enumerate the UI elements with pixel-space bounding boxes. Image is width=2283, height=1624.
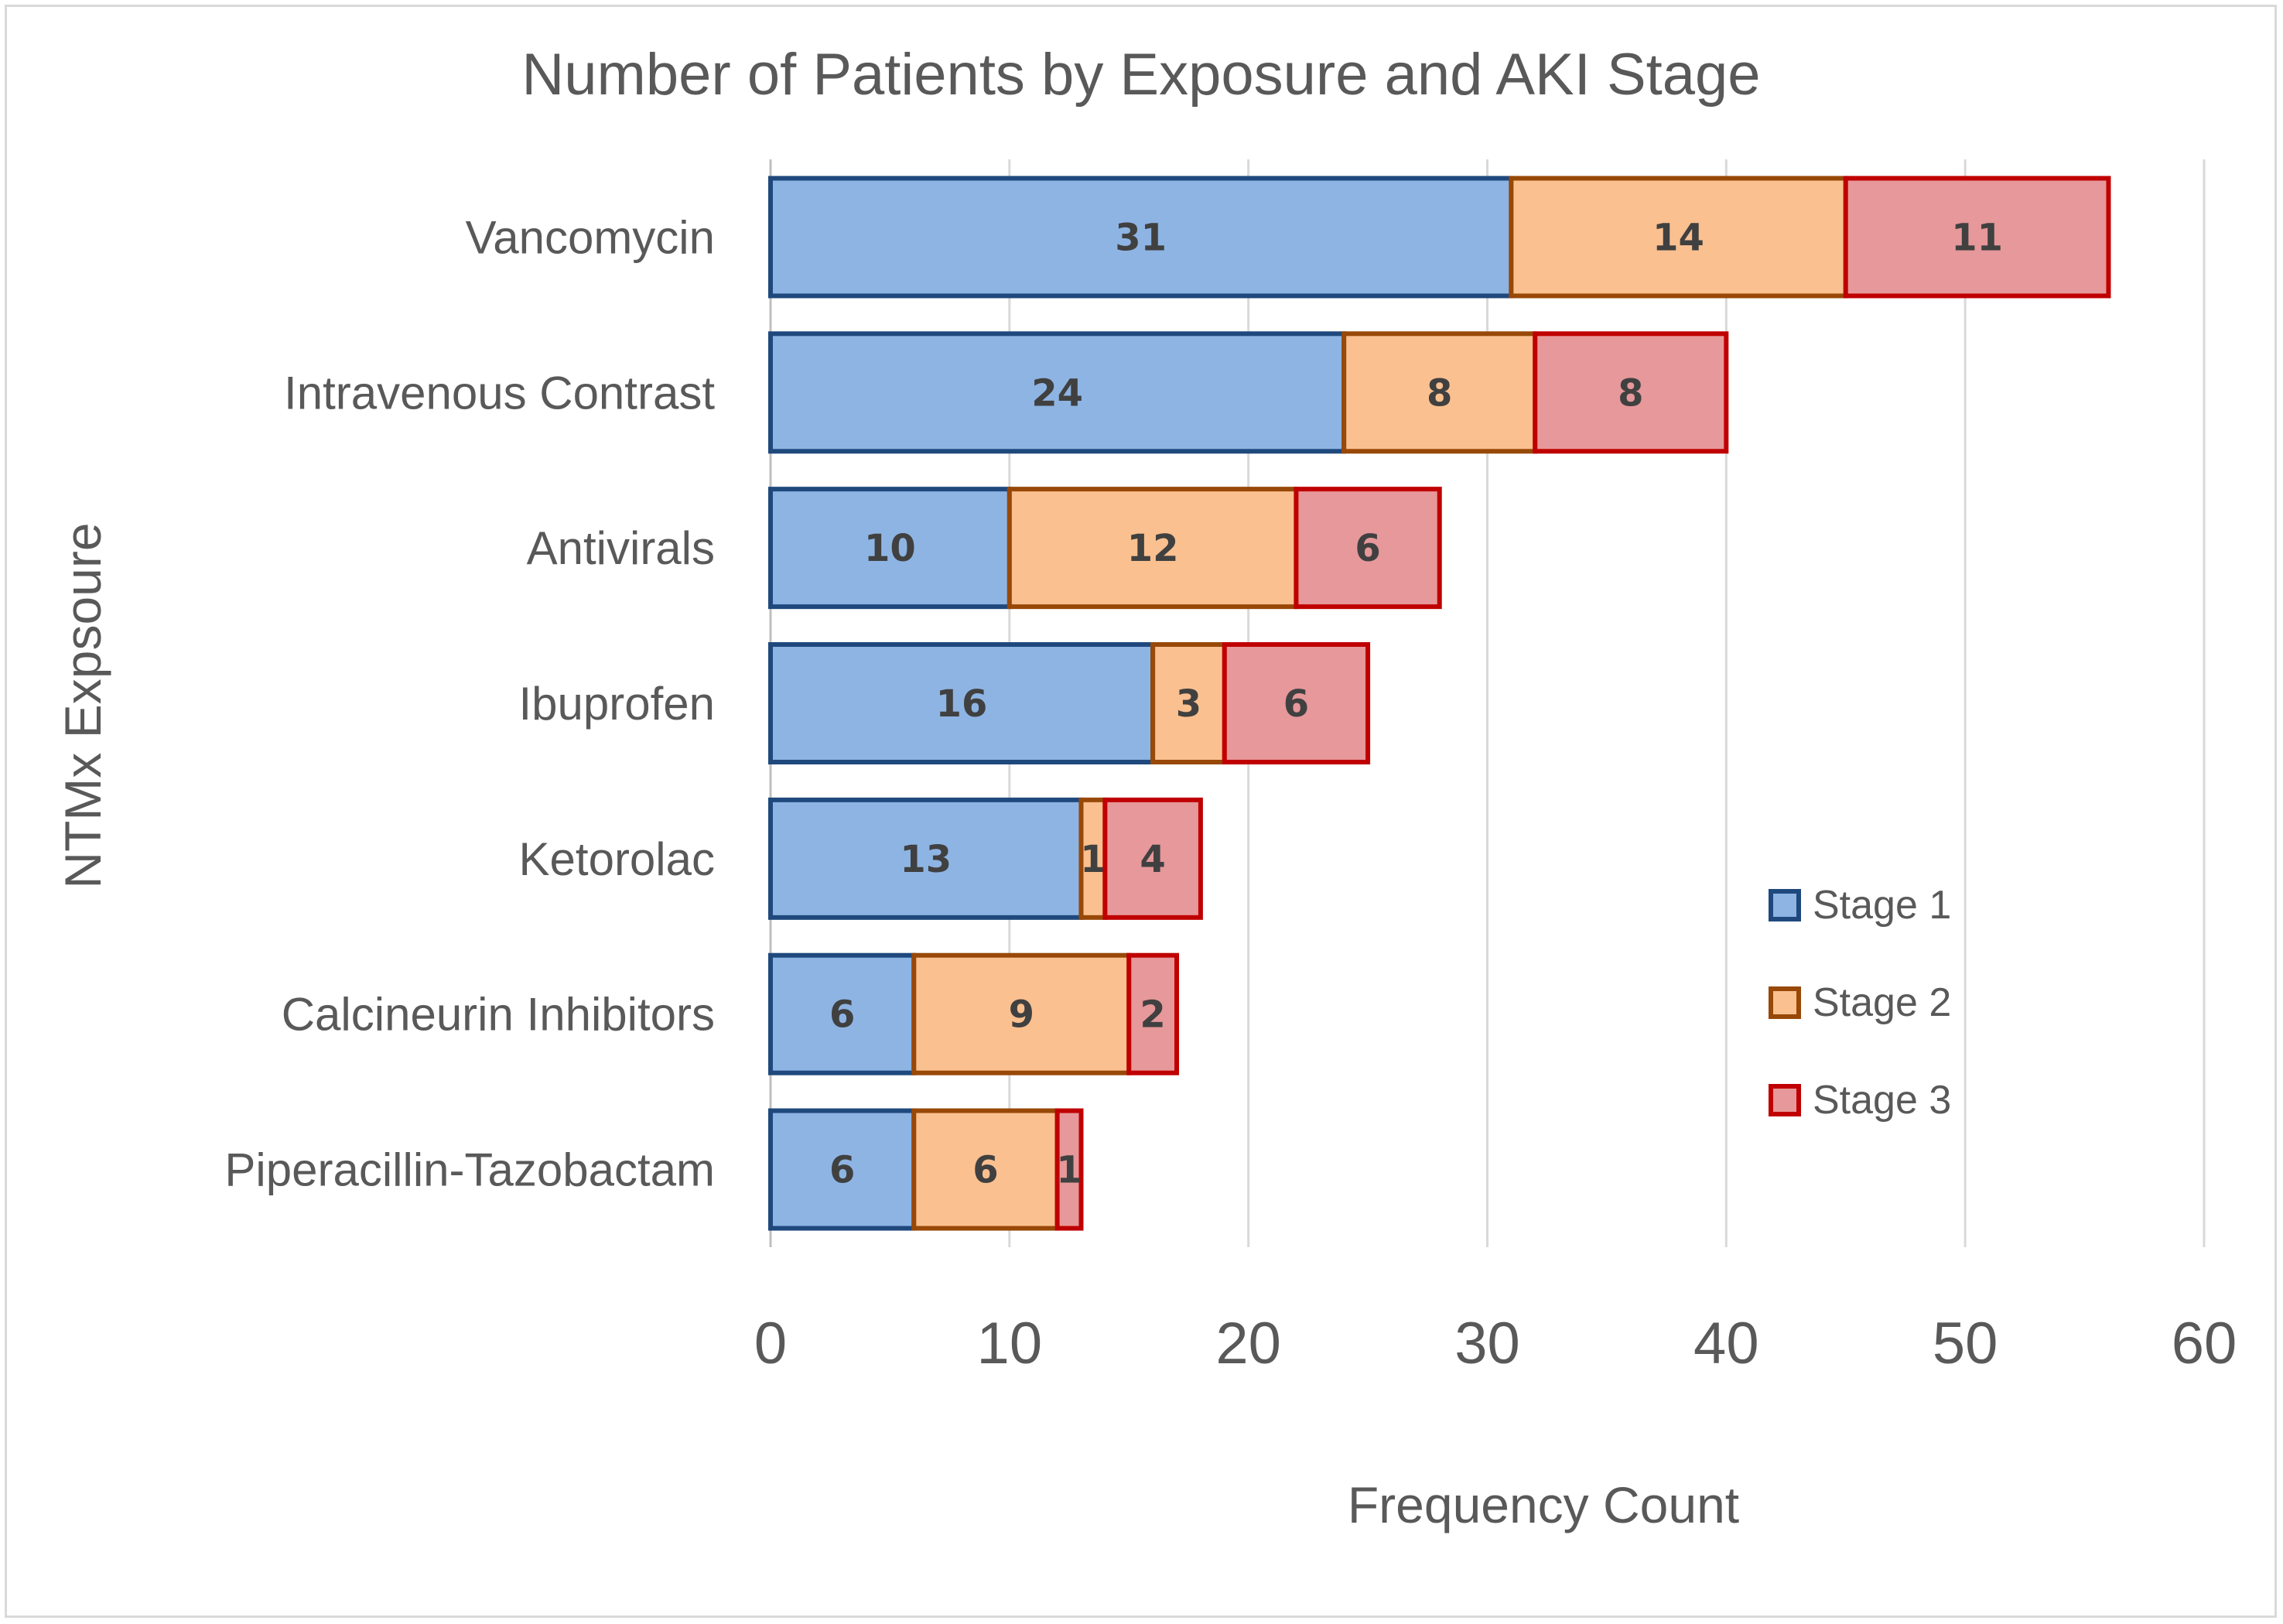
bar	[1509, 176, 1848, 299]
y-axis-title: NTMx Expsoure	[54, 522, 111, 888]
bar-segment-stage-1: 16	[768, 642, 1156, 764]
category-label: Ketorolac	[519, 833, 715, 885]
data-label: 14	[1652, 216, 1704, 259]
x-tick-label: 0	[754, 1311, 787, 1376]
data-label: 9	[1009, 993, 1034, 1037]
category-label: Piperacillin-Tazobactam	[224, 1144, 715, 1196]
bar	[1054, 1108, 1084, 1231]
x-tick-label: 10	[977, 1311, 1043, 1376]
bar-segment-stage-3: 1	[1054, 1108, 1084, 1231]
bar	[1533, 331, 1729, 454]
bar-segment-stage-3: 8	[1533, 331, 1729, 454]
category-labels: Vancomycin Intravenous Contrast Antivirals…	[224, 211, 715, 1195]
bar	[1222, 642, 1371, 764]
legend: Stage 1 Stage 2 Stage 3	[1769, 883, 1951, 1123]
category-label: Vancomycin	[466, 211, 715, 263]
data-label: 1	[1056, 1149, 1082, 1192]
bar	[768, 797, 1084, 920]
bar-segment-stage-3: 4	[1102, 797, 1203, 920]
legend-item: Stage 1	[1769, 883, 1951, 928]
bar-segment-stage-1: 24	[768, 331, 1347, 454]
data-label: 24	[1031, 371, 1083, 415]
data-label: 13	[900, 838, 952, 881]
bar	[1341, 331, 1538, 454]
bar-segment-stage-2: 8	[1341, 331, 1538, 454]
legend-item: Stage 3	[1769, 1078, 1951, 1123]
bar	[911, 952, 1132, 1075]
data-label: 6	[1355, 527, 1380, 570]
bar-segment-stage-2: 1	[1078, 797, 1108, 920]
bar-segment-stage-2: 3	[1150, 642, 1227, 764]
legend-swatch	[1769, 889, 1801, 921]
bar-segment-stage-3: 6	[1294, 487, 1442, 610]
data-label: 8	[1618, 371, 1643, 415]
data-label: 4	[1140, 838, 1165, 881]
category-label: Intravenous Contrast	[284, 367, 715, 419]
x-tick-label: 50	[1933, 1311, 1998, 1376]
bar-segment-stage-1: 13	[768, 797, 1084, 920]
bar	[1150, 642, 1227, 764]
data-label: 3	[1176, 682, 1201, 726]
bar-segment-stage-3: 2	[1126, 952, 1180, 1075]
data-label: 10	[864, 527, 916, 570]
bar-segment-stage-2: 9	[911, 952, 1132, 1075]
bar-segment-stage-3: 11	[1843, 176, 2111, 299]
data-label: 11	[1951, 216, 2003, 259]
bar	[1294, 487, 1442, 610]
data-label: 12	[1127, 527, 1179, 570]
chart-title: Number of Patients by Exposure and AKI S…	[521, 42, 1760, 108]
x-axis-title: Frequency Count	[1348, 1476, 1739, 1533]
data-label: 2	[1140, 993, 1165, 1037]
bar	[768, 642, 1156, 764]
legend-swatch	[1769, 986, 1801, 1019]
bar	[1126, 952, 1180, 1075]
bar-segment-stage-2: 14	[1509, 176, 1848, 299]
x-tick-label: 40	[1693, 1311, 1759, 1376]
bar-segment-stage-2: 12	[1007, 487, 1299, 610]
bar-segment-stage-2: 6	[911, 1108, 1060, 1231]
bar	[768, 176, 1514, 299]
data-label: 16	[936, 682, 988, 726]
x-tick-label: 30	[1454, 1311, 1520, 1376]
bar-segment-stage-1: 6	[768, 1108, 917, 1231]
legend-swatch	[1769, 1084, 1801, 1116]
bar-segment-stage-1: 10	[768, 487, 1012, 610]
data-label: 31	[1115, 216, 1167, 259]
data-label: 8	[1427, 371, 1452, 415]
x-tick-labels: 0 10 20 30 40 50 60	[754, 1311, 2237, 1376]
category-label: Calcineurin Inhibitors	[282, 989, 715, 1041]
legend-label: Stage 3	[1813, 1078, 1951, 1123]
bar	[1102, 797, 1203, 920]
bar	[911, 1108, 1060, 1231]
bar-segment-stage-1: 6	[768, 952, 917, 1075]
category-label: Ibuprofen	[518, 678, 715, 730]
category-label: Antivirals	[527, 522, 715, 574]
bar-segment-stage-3: 6	[1222, 642, 1371, 764]
data-label: 6	[972, 1149, 998, 1192]
data-label: 1	[1080, 838, 1106, 881]
data-label: 6	[829, 1149, 855, 1192]
chart-frame	[5, 5, 2277, 1618]
data-label: 6	[1283, 682, 1309, 726]
bar	[1843, 176, 2111, 299]
legend-label: Stage 1	[1813, 883, 1951, 928]
legend-label: Stage 2	[1813, 980, 1951, 1025]
x-tick-label: 60	[2172, 1311, 2237, 1376]
legend-item: Stage 2	[1769, 980, 1951, 1025]
x-tick-label: 20	[1215, 1311, 1281, 1376]
data-label: 6	[829, 993, 855, 1037]
bar-segment-stage-1: 31	[768, 176, 1514, 299]
